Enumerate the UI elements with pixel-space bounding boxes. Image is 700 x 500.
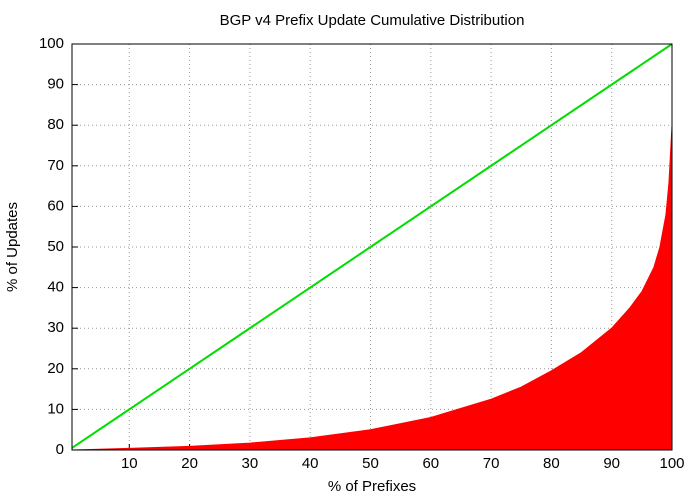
x-tick-label: 60	[422, 455, 439, 472]
x-tick-label: 20	[181, 455, 198, 472]
x-tick-label: 10	[121, 455, 138, 472]
y-tick-label: 90	[47, 76, 64, 93]
y-tick-label: 70	[47, 157, 64, 174]
y-tick-label: 50	[47, 238, 64, 255]
x-axis-label: % of Prefixes	[328, 478, 416, 495]
x-tick-label: 100	[659, 455, 684, 472]
y-tick-label: 80	[47, 116, 64, 133]
x-tick-label: 70	[483, 455, 500, 472]
x-tick-label: 40	[302, 455, 319, 472]
y-tick-label: 20	[47, 360, 64, 377]
x-tick-label: 50	[362, 455, 379, 472]
y-axis-label: % of Updates	[4, 202, 21, 292]
y-tick-label: 0	[56, 441, 64, 458]
x-tick-label: 30	[242, 455, 259, 472]
x-tick-label: 80	[543, 455, 560, 472]
y-tick-label: 10	[47, 400, 64, 417]
chart-title: BGP v4 Prefix Update Cumulative Distribu…	[220, 12, 525, 29]
y-tick-label: 100	[39, 35, 64, 52]
y-tick-label: 40	[47, 279, 64, 296]
x-tick-label: 90	[603, 455, 620, 472]
y-tick-label: 60	[47, 197, 64, 214]
y-tick-label: 30	[47, 319, 64, 336]
